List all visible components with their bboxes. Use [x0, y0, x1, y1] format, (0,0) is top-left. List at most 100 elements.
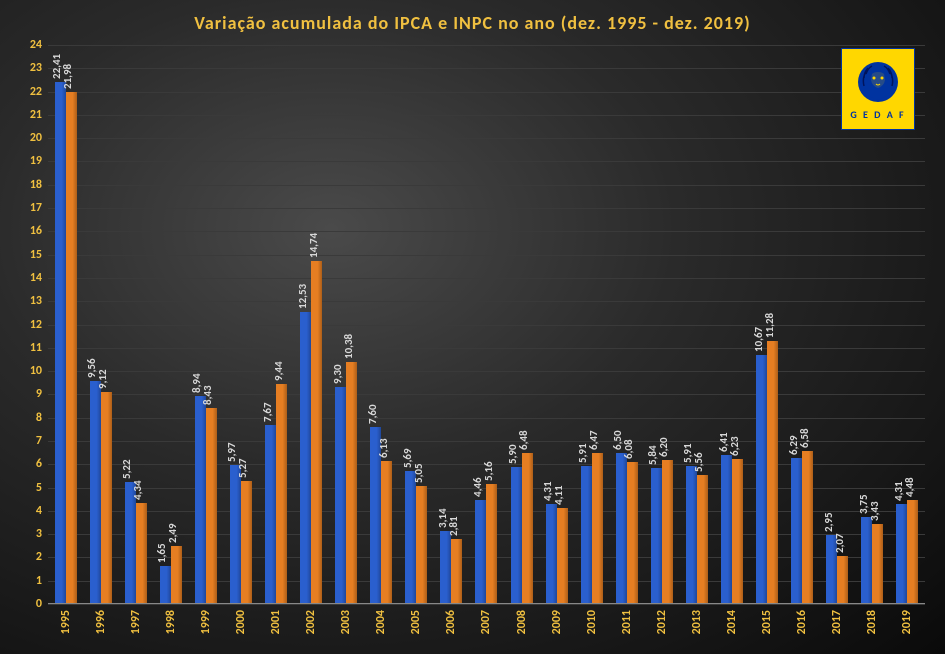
bar-value-label: 6,48: [517, 431, 530, 451]
bar: 6,08: [627, 462, 638, 604]
bar: 8,94: [195, 396, 206, 604]
bar: 2,81: [451, 539, 462, 604]
bar-group: 4,465,16: [469, 45, 504, 604]
bar-group: 9,3010,38: [329, 45, 364, 604]
bar-value-label: 10,38: [342, 334, 355, 359]
x-tick: 2017: [820, 604, 855, 654]
bar: 2,49: [171, 546, 182, 604]
x-tick: 2009: [539, 604, 574, 654]
bar-group: 6,506,08: [609, 45, 644, 604]
bar: 5,91: [686, 466, 697, 604]
bar: 10,67: [756, 355, 767, 604]
bar: 6,20: [662, 460, 673, 604]
bar-group: 5,915,56: [679, 45, 714, 604]
x-tick: 2005: [399, 604, 434, 654]
x-tick: 2008: [504, 604, 539, 654]
bar-value-label: 4,34: [131, 480, 144, 500]
x-tick-label: 2003: [339, 610, 353, 634]
x-tick-label: 1995: [59, 610, 73, 634]
lion-icon: [854, 58, 902, 106]
bar: 6,58: [802, 451, 813, 604]
x-tick-label: 2011: [620, 610, 634, 634]
x-tick-label: 2004: [374, 610, 388, 634]
bar: 7,67: [265, 425, 276, 604]
x-tick-label: 2014: [725, 610, 739, 634]
bars-area: 22,4121,989,569,125,224,341,652,498,948,…: [48, 45, 925, 604]
bar: 22,41: [55, 82, 66, 604]
bar-value-label: 2,49: [166, 523, 179, 543]
x-tick: 2006: [434, 604, 469, 654]
x-tick: 2012: [644, 604, 679, 654]
y-tick-label: 10: [18, 364, 42, 378]
bar-value-label: 5,05: [412, 464, 425, 484]
bar-value-label: 9,12: [96, 369, 109, 389]
bar: 6,23: [732, 459, 743, 604]
x-tick: 2019: [890, 604, 925, 654]
y-tick-label: 15: [18, 248, 42, 262]
y-tick-label: 0: [18, 597, 42, 611]
bar-value-label: 21,98: [61, 64, 74, 89]
bar: 5,16: [486, 484, 497, 604]
bar: 12,53: [300, 312, 311, 604]
logo-text: G E D A F: [850, 108, 905, 121]
bar-group: 4,314,11: [539, 45, 574, 604]
x-tick: 1999: [188, 604, 223, 654]
x-tick: 2018: [855, 604, 890, 654]
x-tick: 2014: [714, 604, 749, 654]
bar-value-label: 7,67: [261, 403, 274, 423]
bar: 6,48: [522, 453, 533, 604]
x-tick: 2002: [294, 604, 329, 654]
bar-group: 5,916,47: [574, 45, 609, 604]
y-tick-label: 13: [18, 294, 42, 308]
x-tick: 2004: [364, 604, 399, 654]
y-tick-label: 8: [18, 411, 42, 425]
x-tick-label: 2018: [865, 610, 879, 634]
y-tick-label: 18: [18, 178, 42, 192]
x-tick-label: 2005: [409, 610, 423, 634]
bar: 9,44: [276, 384, 287, 604]
bar-value-label: 5,22: [120, 460, 133, 480]
x-axis: 1995199619971998199920002001200220032004…: [48, 604, 925, 654]
bar: 4,11: [557, 508, 568, 604]
x-tick-label: 2010: [585, 610, 599, 634]
y-tick-label: 24: [18, 38, 42, 52]
bar: 5,97: [230, 465, 241, 604]
bar: 5,22: [125, 482, 136, 604]
bar: 5,05: [416, 486, 427, 604]
bar-value-label: 4,11: [552, 486, 565, 506]
bar-value-label: 12,53: [296, 284, 309, 309]
y-tick-label: 9: [18, 387, 42, 401]
x-tick: 1996: [83, 604, 118, 654]
x-tick-label: 2000: [234, 610, 248, 634]
bar-value-label: 3,43: [868, 502, 881, 522]
bar-value-label: 2,81: [447, 516, 460, 536]
bar: 5,27: [241, 481, 252, 604]
y-tick-label: 7: [18, 434, 42, 448]
x-tick-label: 2017: [830, 610, 844, 634]
bar: 2,07: [837, 556, 848, 604]
bar-group: 8,948,43: [188, 45, 223, 604]
y-tick-label: 2: [18, 550, 42, 564]
x-tick: 2013: [679, 604, 714, 654]
x-tick: 1995: [48, 604, 83, 654]
bar: 4,46: [475, 500, 486, 604]
bar: 5,56: [697, 475, 708, 605]
bar: 6,29: [791, 458, 802, 605]
bar-value-label: 2,95: [822, 513, 835, 533]
x-tick-label: 2012: [655, 610, 669, 634]
bar: 10,38: [346, 362, 357, 604]
bar: 4,34: [136, 503, 147, 604]
logo-badge: G E D A F: [841, 48, 915, 130]
bar-group: 12,5314,74: [294, 45, 329, 604]
bar: 3,14: [440, 531, 451, 604]
bar: 14,74: [311, 261, 322, 604]
y-tick-label: 1: [18, 574, 42, 588]
x-tick-label: 1999: [199, 610, 213, 634]
bar-value-label: 14,74: [307, 233, 320, 258]
bar-group: 10,6711,28: [750, 45, 785, 604]
bar: 21,98: [66, 92, 77, 604]
x-tick-label: 2009: [550, 610, 564, 634]
x-tick-label: 2008: [515, 610, 529, 634]
y-tick-label: 4: [18, 504, 42, 518]
y-tick-label: 5: [18, 481, 42, 495]
